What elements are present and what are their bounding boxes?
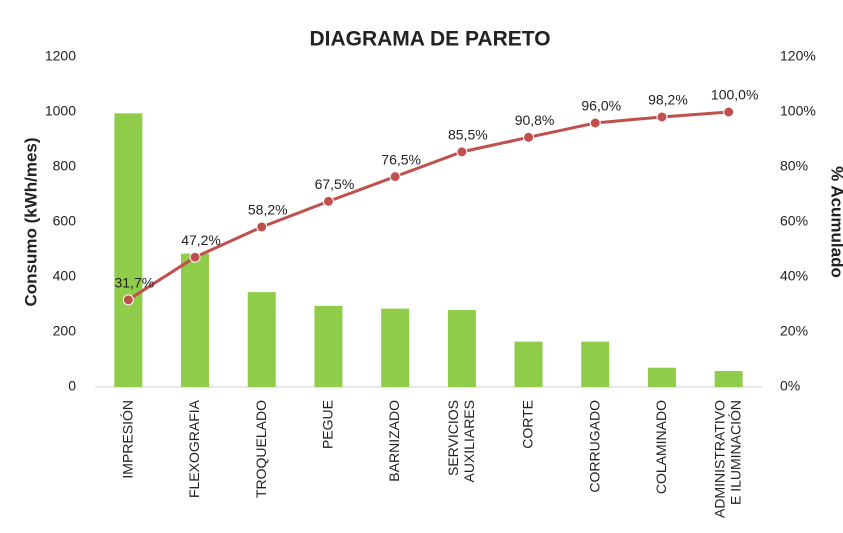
bar	[581, 341, 610, 387]
x-tick-label: ADMINISTRATIVOE ILUMINACIÓN	[711, 400, 743, 518]
y2-tick-label: 120%	[780, 48, 816, 64]
chart-title: DIAGRAMA DE PARETO	[309, 28, 550, 51]
y2-tick-label: 100%	[780, 103, 816, 119]
line-point	[456, 146, 468, 158]
data-label: 76,5%	[381, 151, 421, 167]
bar	[647, 367, 676, 387]
x-tick-label: IMPRESIÓN	[119, 400, 135, 479]
bar	[714, 371, 743, 387]
x-tick-label: SERVICIOSAUXILIARES	[445, 400, 477, 482]
y2-axis-label: % Acumulado	[828, 166, 843, 278]
data-label: 31,7%	[114, 275, 154, 291]
x-tick-label: FLEXOGRAFIA	[186, 399, 202, 498]
line-point	[122, 294, 134, 306]
bar	[247, 292, 276, 387]
data-label: 90,8%	[515, 112, 555, 128]
y-tick-label: 1200	[45, 48, 76, 64]
x-tick-label: BARNIZADO	[386, 400, 402, 482]
line-point	[589, 117, 601, 129]
line-point	[656, 111, 668, 123]
x-tick-label: TROQUELADO	[252, 400, 268, 498]
line-point	[523, 131, 535, 143]
line-point	[189, 251, 201, 263]
line-point	[389, 171, 401, 183]
data-label: 96,0%	[581, 98, 621, 114]
data-label: 85,5%	[448, 127, 488, 143]
y2-tick-label: 0%	[780, 378, 800, 394]
bar	[381, 308, 410, 387]
x-tick-label: CORRUGADO	[586, 400, 602, 493]
x-tick-label: COLAMINADO	[653, 400, 669, 494]
bar	[314, 305, 343, 387]
y-tick-label: 400	[53, 268, 77, 284]
data-label: 100,0%	[711, 87, 758, 103]
y2-tick-label: 20%	[780, 323, 808, 339]
y2-tick-label: 60%	[780, 213, 808, 229]
y2-tick-label: 40%	[780, 268, 808, 284]
line-point	[256, 221, 268, 233]
line-point	[322, 195, 334, 207]
data-label: 58,2%	[248, 202, 288, 218]
y-tick-label: 0	[68, 378, 76, 394]
data-label: 47,2%	[181, 232, 221, 248]
y-axis-label: Consumo (kWh/mes)	[21, 137, 40, 306]
x-tick-label: CORTE	[519, 400, 535, 449]
y-tick-label: 1000	[45, 103, 76, 119]
y-tick-label: 200	[53, 323, 77, 339]
bar	[181, 253, 210, 387]
y-tick-label: 600	[53, 213, 77, 229]
y2-tick-label: 80%	[780, 158, 808, 174]
bar	[514, 341, 543, 387]
bar	[447, 310, 476, 387]
data-label: 67,5%	[315, 176, 355, 192]
data-label: 98,2%	[648, 92, 688, 108]
x-tick-label: PEGUE	[319, 400, 335, 449]
y-tick-label: 800	[53, 158, 77, 174]
line	[127, 110, 729, 302]
bar	[114, 113, 143, 387]
line-point	[723, 106, 735, 118]
